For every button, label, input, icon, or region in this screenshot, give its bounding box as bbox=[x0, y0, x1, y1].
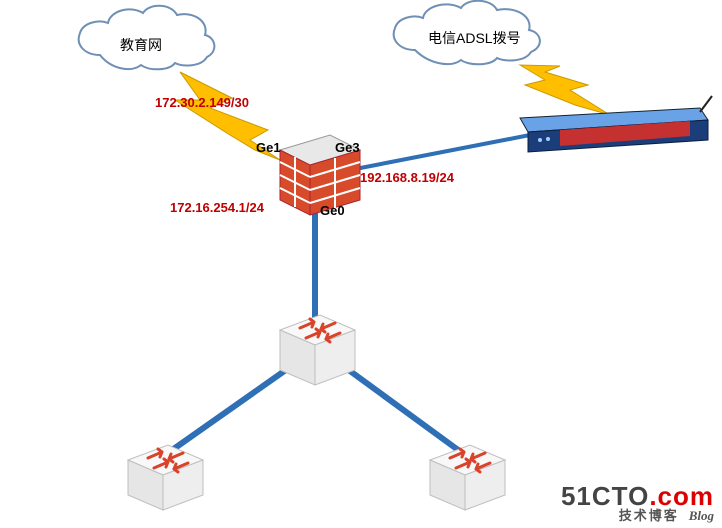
watermark-brand-main: 51CTO bbox=[561, 481, 649, 511]
ip-ge1-label: 172.30.2.149/30 bbox=[155, 95, 249, 110]
ip-ge0-label: 172.16.254.1/24 bbox=[170, 200, 264, 215]
cloud-adsl-label: 电信ADSL拨号 bbox=[428, 28, 521, 48]
cloud-edu-label: 教育网 bbox=[120, 35, 162, 55]
watermark-brand-suffix: .com bbox=[649, 481, 714, 511]
watermark-sub-en: Blog bbox=[689, 508, 714, 523]
switch-right-icon bbox=[430, 445, 505, 510]
port-ge0-label: Ge0 bbox=[320, 203, 345, 218]
diagram-canvas: 教育网 电信ADSL拨号 172.30.2.149/30 192.168.8.1… bbox=[0, 0, 722, 528]
network-svg bbox=[0, 0, 722, 528]
ip-ge3-label: 192.168.8.19/24 bbox=[360, 170, 454, 185]
switch-core-icon bbox=[280, 315, 355, 385]
port-ge1-label: Ge1 bbox=[256, 140, 281, 155]
port-ge3-label: Ge3 bbox=[335, 140, 360, 155]
watermark-sub-cn: 技术博客 bbox=[619, 508, 679, 523]
watermark: 51CTO.com 技术博客 Blog bbox=[561, 483, 714, 522]
modem-icon bbox=[520, 96, 712, 152]
switch-left-icon bbox=[128, 445, 203, 510]
